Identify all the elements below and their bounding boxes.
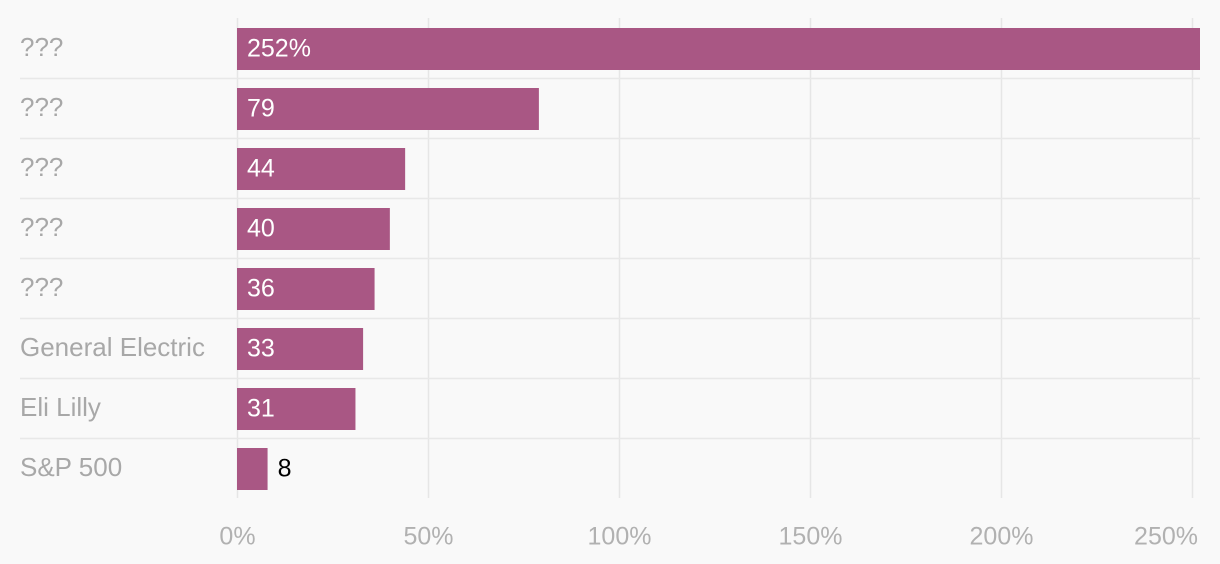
x-tick-label: 250% [1134,523,1198,551]
value-label: 252% [247,35,311,63]
category-label: ??? [20,212,63,242]
value-label: 36 [247,275,275,303]
value-label: 8 [278,455,292,483]
bar [237,148,406,190]
value-labels: 252% 79 44 40 36 33 31 8 [247,35,311,483]
bar [237,388,356,430]
category-label: ??? [20,32,63,62]
value-label: 44 [247,155,275,183]
bar [237,448,268,490]
bar [237,208,390,250]
row-separators [20,77,1200,440]
category-label: ??? [20,92,63,122]
category-label: S&P 500 [20,452,122,482]
bars [237,28,1200,490]
x-tick-label: 100% [588,523,652,551]
x-axis-tick-labels: 0% 50% 100% 150% 200% 250% [219,523,1198,551]
x-tick-label: 150% [779,523,843,551]
bar [237,268,375,310]
value-label: 79 [247,95,275,123]
bar [237,88,539,130]
value-label: 31 [247,395,275,423]
value-label: 40 [247,215,275,243]
bar [237,328,364,370]
x-tick-label: 0% [219,523,255,551]
bar [237,28,1200,70]
category-label: ??? [20,152,63,182]
category-label: Eli Lilly [20,392,101,422]
value-label: 33 [247,335,275,363]
category-labels: ??????????????? General Electric Eli Lilly… [20,32,205,482]
x-tick-label: 50% [403,523,453,551]
category-label: ??? [20,272,63,302]
x-tick-label: 200% [970,523,1034,551]
category-label: General Electric [20,332,205,362]
